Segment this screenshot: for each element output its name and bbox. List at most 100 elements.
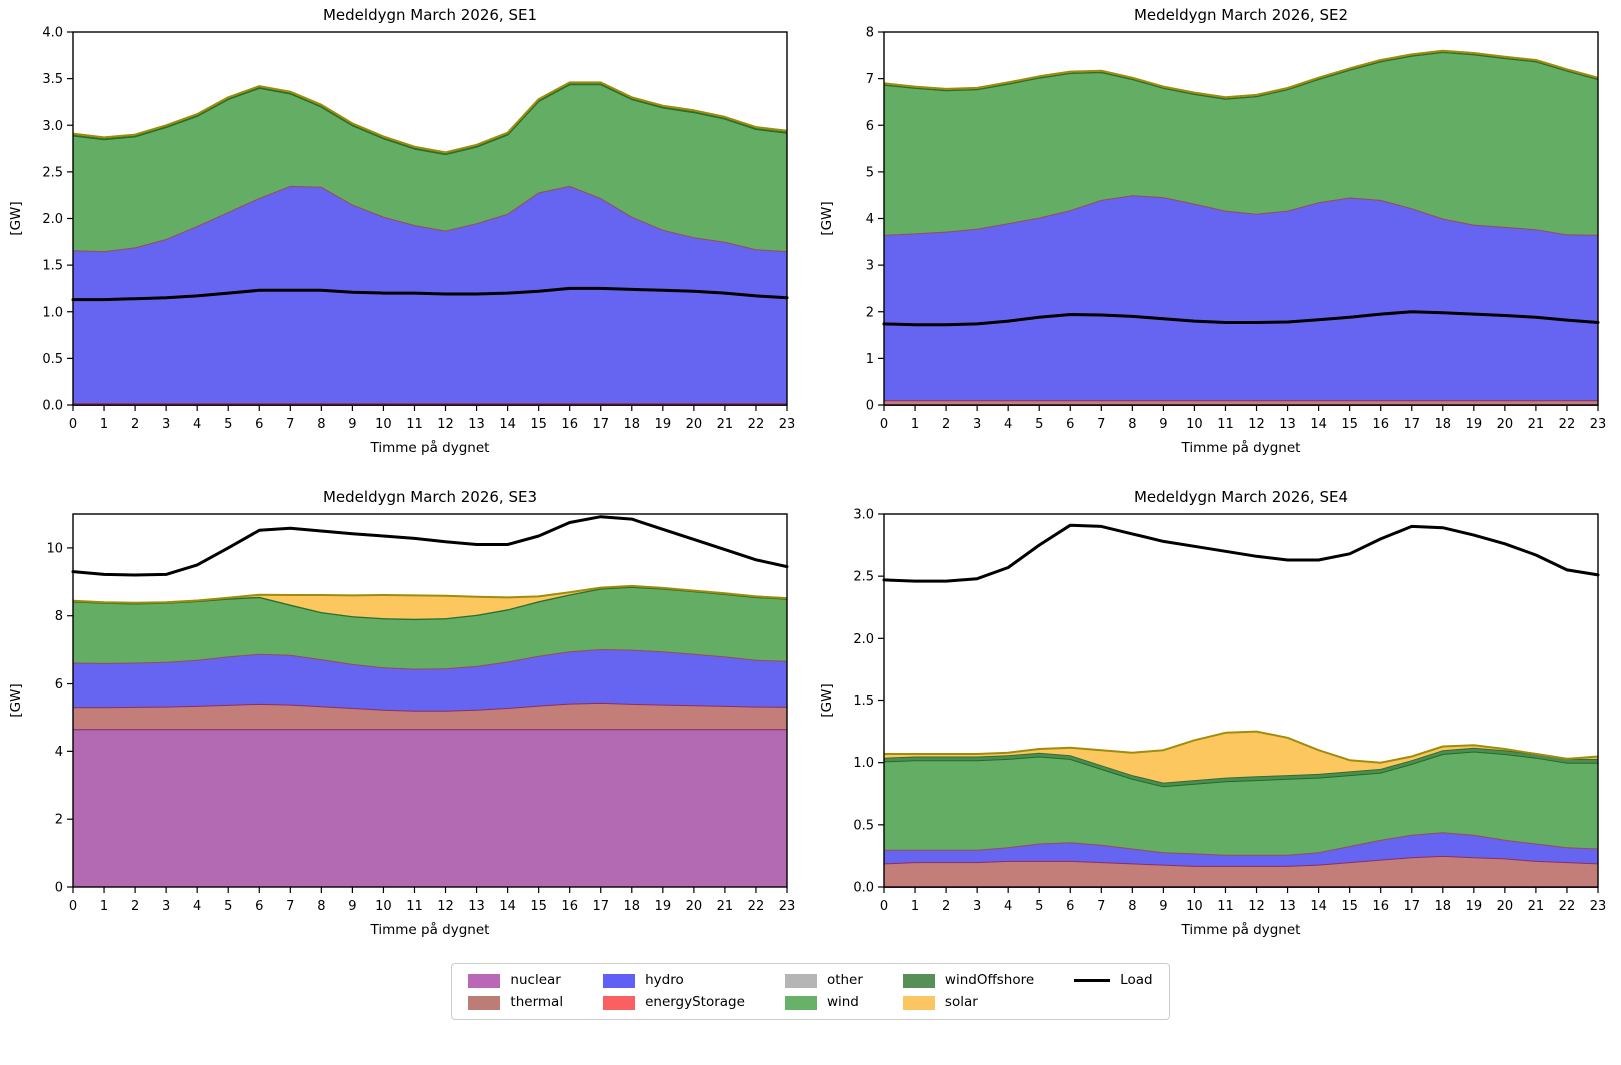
x-tick-label: 14 [1310,417,1327,432]
x-tick-label: 7 [286,899,294,914]
x-tick-label: 0 [68,417,76,432]
x-tick-label: 3 [972,417,980,432]
x-tick-label: 8 [317,417,325,432]
x-tick-label: 17 [592,899,609,914]
x-tick-label: 12 [437,417,454,432]
y-tick-label: 0.0 [853,881,874,896]
legend-label: Load [1120,972,1153,988]
y-tick-label: 5 [865,165,873,180]
legend-label: wind [826,994,859,1010]
y-tick-label: 6 [865,119,873,134]
energyStorage-swatch-icon [603,995,636,1010]
load-line-swatch-icon [1074,979,1111,982]
y-tick-label: 1 [865,352,873,367]
x-tick-label: 21 [1527,417,1544,432]
x-tick-label: 18 [623,417,640,432]
x-tick-label: 20 [685,417,702,432]
x-axis-label: Timme på dygnet [1180,439,1300,456]
x-tick-label: 23 [778,417,795,432]
y-tick-label: 0 [54,881,62,896]
x-tick-label: 19 [654,899,671,914]
chart-se4: 0.00.51.01.52.02.53.00 1 2 3 4 5 6 7 8 9 10 11 12 13 1… [819,488,1606,938]
legend-column: Load [1074,972,1153,988]
x-tick-label: 16 [561,417,578,432]
y-axis-label: [GW] [8,201,24,235]
y-axis-label: [GW] [819,683,835,717]
y-tick-label: 6 [54,677,62,692]
x-tick-label: 11 [406,899,423,914]
x-tick-label: 22 [1558,417,1575,432]
y-tick-label: 2.0 [42,212,63,227]
x-tick-label: 7 [1097,899,1105,914]
wind-swatch-icon [784,995,817,1010]
x-tick-label: 4 [1004,899,1012,914]
x-tick-label: 1 [99,899,107,914]
x-tick-label: 10 [1186,417,1203,432]
load-line [71,286,788,302]
legend: nuclear thermal hydro energyStorage other win… [451,963,1170,1020]
x-tick-label: 13 [1279,899,1296,914]
x-tick-label: 11 [1217,417,1234,432]
chart-title: Medeldygn March 2026, SE2 [1133,6,1347,24]
x-tick-label: 3 [972,899,980,914]
x-tick-label: 22 [747,417,764,432]
legend-column: hydro energyStorage [603,973,745,1010]
x-tick-label: 12 [1248,899,1265,914]
y-tick-label: 1.0 [42,305,63,320]
load-line [71,515,788,577]
x-tick-label: 1 [910,417,918,432]
plot-border [71,513,788,888]
y-tick-label: 10 [46,541,63,556]
area-edge-wind [883,750,1598,788]
x-tick-label: 17 [1403,417,1420,432]
x-tick-label: 19 [1465,417,1482,432]
x-tick-label: 23 [1589,417,1606,432]
legend-item-solar: solar [902,995,1034,1010]
y-tick-label: 1.5 [853,694,874,709]
x-tick-label: 9 [348,417,356,432]
x-tick-label: 9 [1159,899,1167,914]
x-tick-label: 0 [879,417,887,432]
y-tick-label: 0.5 [42,352,63,367]
x-tick-label: 20 [1496,899,1513,914]
x-tick-label: 7 [286,417,294,432]
legend-column: windOffshore solar [902,973,1034,1010]
x-tick-label: 3 [161,417,169,432]
legend-column: nuclear thermal [468,973,563,1010]
y-axis-label: [GW] [819,201,835,235]
legend-label: energyStorage [645,994,745,1010]
x-tick-label: 17 [592,417,609,432]
y-tick-label: 2.0 [853,632,874,647]
x-tick-label: 19 [1465,899,1482,914]
legend-item-wind: wind [784,994,863,1010]
chart-grid: 0.0 0.5 1.0 1.5 2.0 2.5 3.0 3.5 4.0 0 1 2 3 4 5 6 7 8 9 10 1… [3,2,1619,946]
y-tick-label: 2 [865,305,873,320]
x-tick-label: 5 [224,417,232,432]
x-tick-label: 4 [193,417,201,432]
x-tick-label: 11 [406,417,423,432]
x-tick-label: 21 [716,899,733,914]
x-tick-label: 22 [1558,899,1575,914]
x-tick-label: 16 [1372,417,1389,432]
y-tick-label: 7 [865,72,873,87]
x-tick-label: 19 [654,417,671,432]
y-tick-label: 0.5 [853,818,874,833]
legend-item-energyStorage: energyStorage [603,995,745,1010]
legend-item-other: other [784,973,863,988]
area-edge-solar [883,730,1598,764]
x-tick-label: 17 [1403,899,1420,914]
x-tick-label: 20 [685,899,702,914]
x-axis-label: Timme på dygnet [369,921,489,938]
windOffshore-swatch-icon [902,973,935,988]
chart-cell-se4: 0.0 0.5 1.0 1.5 2.0 2.5 3.0 0 1 2 3 4 5 6 7 8 9 10 11 12 13 1… [814,484,1619,946]
area-edge-solar [72,584,787,604]
x-tick-label: 18 [623,899,640,914]
x-tick-label: 11 [1217,899,1234,914]
x-tick-label: 3 [161,899,169,914]
chart-cell-se2: 0 1 2 3 4 5 6 7 8 0 1 2 3 4 5 6 7 8 9 10 11 12 13 14 15 16 17 18 19 2… [814,2,1619,464]
area-edge-thermal [883,854,1598,867]
x-tick-label: 12 [437,899,454,914]
x-tick-label: 14 [499,899,516,914]
